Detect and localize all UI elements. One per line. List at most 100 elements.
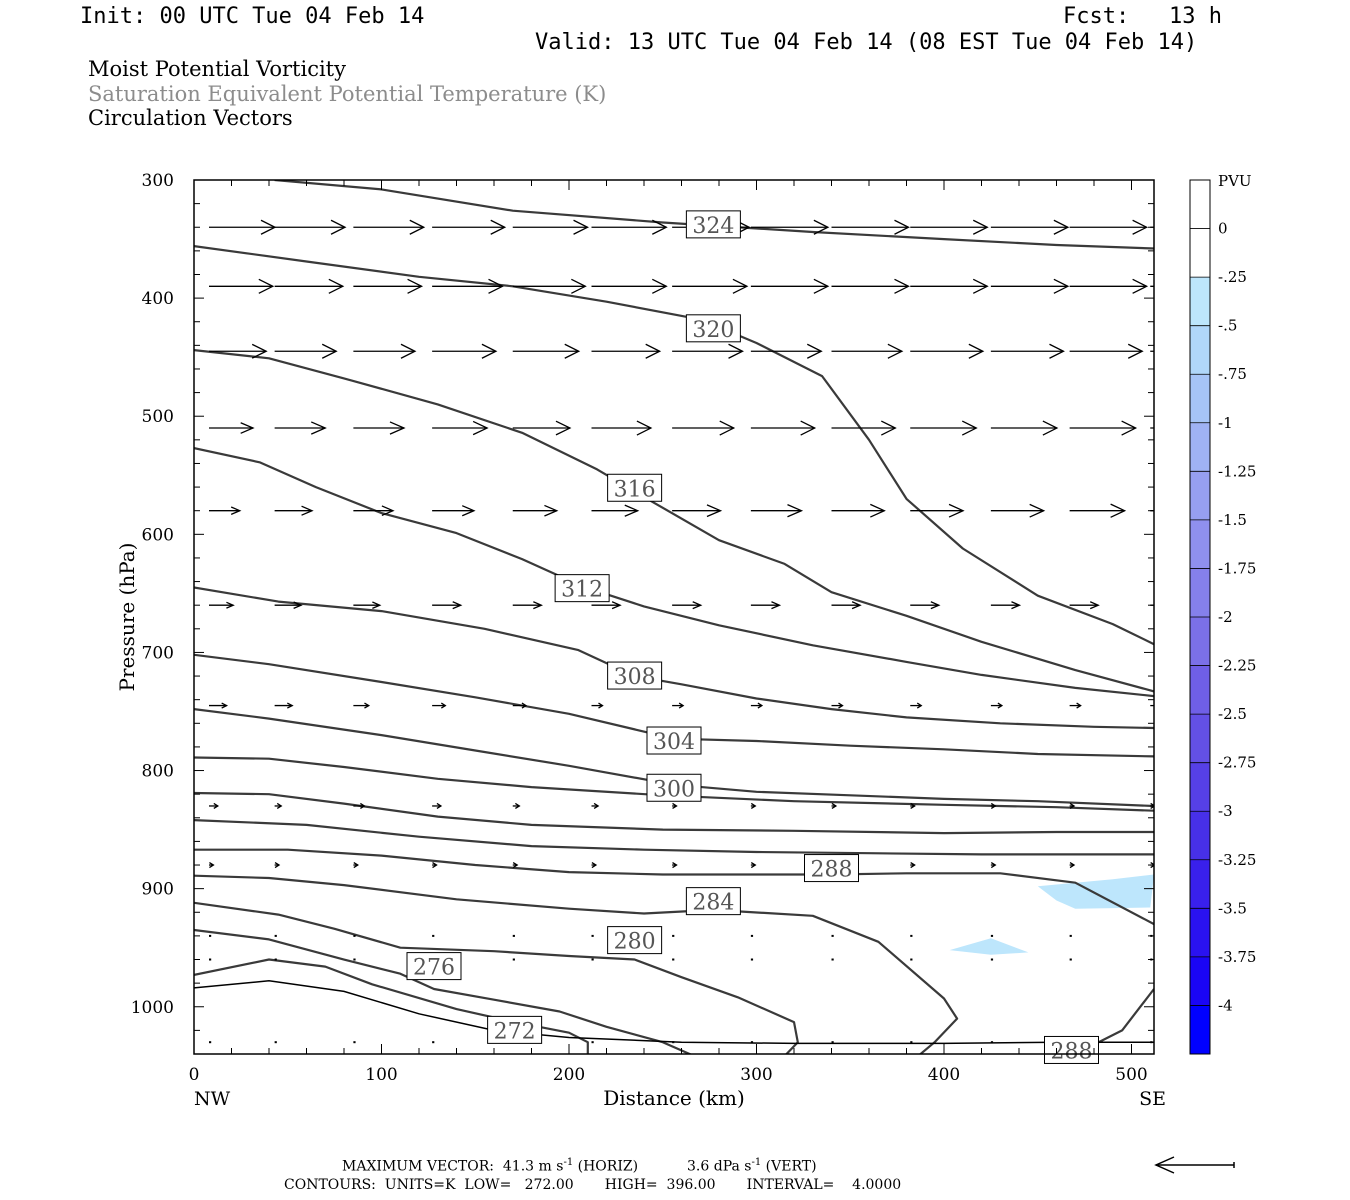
vector-0-9 <box>910 219 989 235</box>
colorbar-cell-5 <box>1190 422 1210 472</box>
contour-288-10 <box>194 848 1154 926</box>
vector-6-0 <box>209 702 229 709</box>
vector-2-3 <box>432 343 498 359</box>
vector-3-10 <box>990 420 1059 436</box>
vector-3-8 <box>831 420 897 436</box>
vector-0-11 <box>1069 219 1149 235</box>
vector-10-11 <box>1069 958 1072 961</box>
vector-2-1 <box>274 343 338 359</box>
vector-9-2 <box>353 934 356 937</box>
title-vectors: Circulation Vectors <box>88 106 293 130</box>
horiz-tag: (HORIZ) <box>577 1158 639 1175</box>
vector-1-0 <box>209 278 275 294</box>
vector-2-0 <box>209 343 268 359</box>
contour-308-4 <box>194 586 1154 730</box>
vector-9-10 <box>990 934 994 937</box>
contour-label-14: 272 <box>487 1015 543 1044</box>
vector-3-0 <box>209 422 255 434</box>
vector-4-2 <box>353 505 395 517</box>
y-tick-400: 400 <box>142 289 174 309</box>
vector-2-7 <box>750 343 823 359</box>
vector-3-5 <box>591 420 653 436</box>
y-tick-800: 800 <box>142 762 174 782</box>
vector-7-4 <box>512 802 521 810</box>
vector-3-4 <box>512 420 572 436</box>
svg-text:324: 324 <box>692 214 734 239</box>
contour-296-7 <box>194 756 1154 812</box>
vector-0-2 <box>353 219 426 235</box>
colorbar-cell-0 <box>1190 180 1210 229</box>
vector-10-1 <box>274 958 277 961</box>
vector-6-6 <box>672 702 685 709</box>
x-end-se: SE <box>1139 1088 1166 1110</box>
vector-9-5 <box>591 934 594 937</box>
vector-4-3 <box>432 505 476 517</box>
colorbar-label-3: -.75 <box>1218 365 1247 383</box>
vector-5-3 <box>432 601 463 610</box>
vector-7-11 <box>1069 802 1076 810</box>
vector-11-6 <box>672 1041 675 1044</box>
svg-text:316: 316 <box>614 477 656 502</box>
vector-8-11 <box>1069 861 1076 869</box>
x-tick-200: 200 <box>553 1065 585 1085</box>
vector-9-4 <box>512 934 515 937</box>
vector-7-7 <box>750 802 757 810</box>
vector-11-5 <box>591 1041 594 1044</box>
max-vector-vert: 3.6 <box>687 1158 710 1175</box>
colorbar-cell-12 <box>1190 762 1210 812</box>
x-end-nw: NW <box>194 1088 231 1110</box>
svg-text:288: 288 <box>1051 1039 1093 1064</box>
vector-10-10 <box>990 958 994 961</box>
vector-4-5 <box>591 504 640 517</box>
colorbar-cell-8 <box>1190 568 1210 617</box>
vector-9-6 <box>672 934 675 937</box>
vector-5-9 <box>910 601 941 610</box>
colorbar-label-15: -3.75 <box>1218 948 1256 966</box>
x-tick-500: 500 <box>1115 1065 1147 1085</box>
colorbar-label-2: -.5 <box>1218 317 1237 335</box>
contour-284-11 <box>194 874 959 1054</box>
vector-2-12 <box>1150 350 1154 352</box>
colorbar-label-1: -.25 <box>1218 268 1247 286</box>
vector-2-10 <box>990 343 1065 359</box>
x-tick-400: 400 <box>928 1065 960 1085</box>
vector-9-8 <box>831 934 834 937</box>
vector-8-3 <box>432 861 438 869</box>
vector-8-4 <box>512 861 519 869</box>
vector-7-1 <box>274 802 283 810</box>
vector-7-9 <box>910 802 916 810</box>
vector-4-0 <box>209 506 242 515</box>
vector-6-1 <box>274 702 294 709</box>
y-axis-label: Pressure (hPa) <box>115 543 139 692</box>
vector-5-0 <box>209 601 235 609</box>
vector-2-11 <box>1069 343 1144 359</box>
vector-8-1 <box>274 861 281 869</box>
vector-8-10 <box>990 861 997 869</box>
vector-0-10 <box>990 219 1070 235</box>
colorbar-label-9: -2.25 <box>1218 657 1256 675</box>
vector-0-5 <box>591 219 668 235</box>
colorbar-title: PVU <box>1218 172 1252 190</box>
vector-10-2 <box>353 958 356 961</box>
vector-2-9 <box>910 343 985 359</box>
vector-11-0 <box>209 1041 212 1044</box>
vector-5-10 <box>990 601 1022 610</box>
vector-6-7 <box>750 702 764 709</box>
contour-272-14 <box>194 958 589 1054</box>
svg-text:320: 320 <box>692 318 734 343</box>
vector-6-9 <box>910 702 923 709</box>
colorbar-label-4: -1 <box>1218 414 1233 432</box>
vector-0-8 <box>831 219 910 235</box>
vector-4-10 <box>990 503 1046 518</box>
vector-7-0 <box>209 802 220 810</box>
y-tick-700: 700 <box>142 643 174 663</box>
vector-4-8 <box>831 503 886 518</box>
y-tick-300: 300 <box>142 171 174 191</box>
vector-11-12 <box>1150 1041 1153 1044</box>
vector-5-8 <box>831 601 862 610</box>
colorbar-cell-7 <box>1190 519 1210 569</box>
vert-units: dPa s <box>713 1158 752 1175</box>
vector-10-0 <box>209 958 212 961</box>
colorbar-label-16: -4 <box>1218 996 1233 1014</box>
colorbar-cell-3 <box>1190 325 1210 375</box>
